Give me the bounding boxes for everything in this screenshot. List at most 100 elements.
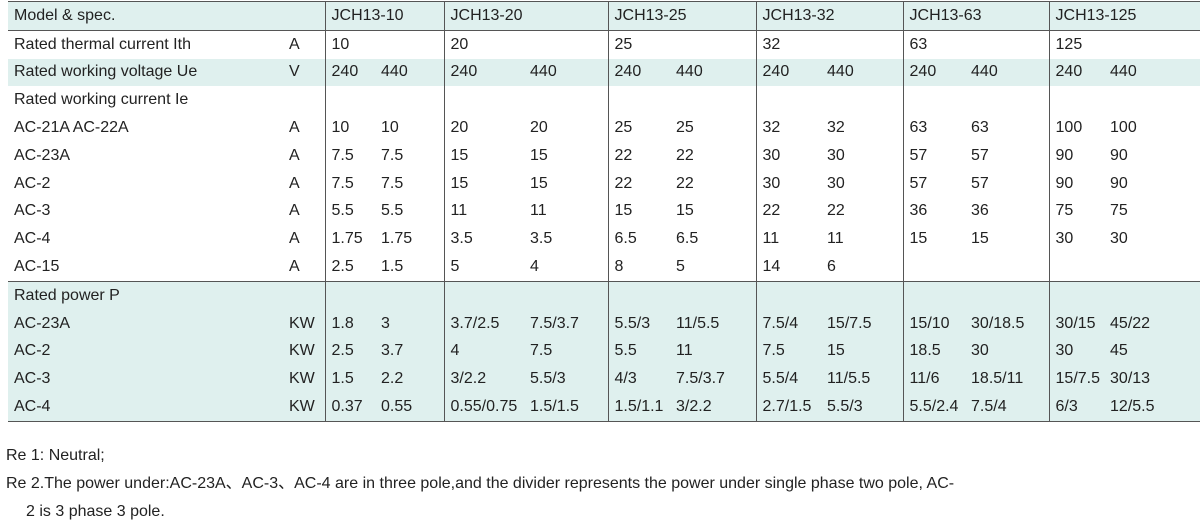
value-cell <box>902 253 966 282</box>
value-cell: 25 <box>607 114 671 142</box>
value-cell: 6.5 <box>607 225 671 254</box>
row-label: AC-2 <box>8 337 283 366</box>
row-label: AC-3 <box>8 365 283 394</box>
row-label: AC-4 <box>8 393 283 422</box>
current-title-row: Rated working current Ie <box>8 86 1200 115</box>
value-cell: 57 <box>971 174 989 192</box>
value-cell: 90 <box>1048 169 1105 198</box>
value-cell: 15 <box>902 225 966 254</box>
empty-cell <box>902 280 1050 310</box>
note-re1: Re 1: Neutral; <box>6 447 105 464</box>
value-cell: 440 <box>1104 58 1200 87</box>
value-cell: 45/22 <box>1104 309 1200 338</box>
value-cell: 11/5.5 <box>670 309 757 338</box>
value-cell: 1.75 <box>381 230 413 248</box>
value-cell: 440 <box>670 58 757 87</box>
power-row: AC-2 KW 2.5 3.7 4 7.5 5.5 11 7.5 15 18.5 30 30 45 <box>8 337 1200 366</box>
value-cell: 15 <box>530 174 548 192</box>
empty-cell <box>324 86 445 115</box>
value-cell: 5.5/2.4 <box>902 393 966 422</box>
value-cell: 1.5 <box>324 365 376 394</box>
value-cell: 0.55/0.75 <box>443 393 525 422</box>
value-cell: 22 <box>827 202 845 220</box>
empty-cell <box>607 86 757 115</box>
current-row: AC-3 A 5.5 5.5 11 11 15 15 22 22 36 36 75 75 <box>8 197 1200 226</box>
value-cell: 6 <box>827 258 836 276</box>
unit: A <box>289 258 300 276</box>
value-cell: 5.5/3 <box>524 365 609 394</box>
section-title: Rated power P <box>8 280 326 310</box>
value-cell: 5.5 <box>381 202 404 220</box>
value-cell: 6.5 <box>676 230 699 248</box>
value-cell: 90 <box>1048 141 1105 170</box>
row-label: AC-21A AC-22A <box>14 119 129 137</box>
current-row: AC-23A A 7.5 7.5 15 15 22 22 30 30 57 57 90 90 <box>8 141 1200 170</box>
value-cell: 20 <box>443 114 525 142</box>
value-cell: 7.5 <box>524 337 609 366</box>
value-cell: 20 <box>530 119 548 137</box>
value-cell: 15 <box>607 197 671 226</box>
header-label: Model & spec. <box>8 1 326 31</box>
empty-cell <box>443 280 609 310</box>
model-header: JCH13-25 <box>607 1 757 31</box>
value-cell: 30 <box>755 169 822 198</box>
value-cell: 10 <box>381 119 399 137</box>
value-cell: 57 <box>902 141 966 170</box>
value-cell: 240 <box>1048 58 1105 87</box>
value-cell: 10 <box>324 29 445 59</box>
value-cell: 5 <box>676 258 685 276</box>
value-cell: 3.7 <box>375 337 445 366</box>
current-row: AC-21A AC-22A A 10 10 20 20 25 25 32 32 63 63 100 100 <box>8 114 1200 142</box>
value-cell: 5.5/4 <box>755 365 822 394</box>
value-cell <box>1104 253 1200 281</box>
value-cell: 4 <box>530 258 539 276</box>
value-cell: 5.5 <box>607 337 671 366</box>
unit: A <box>289 146 300 164</box>
section-title: Rated working current Ie <box>14 91 189 109</box>
unit: A <box>283 29 326 59</box>
value-cell: 18.5/11 <box>965 365 1050 394</box>
value-cell: 30 <box>827 174 845 192</box>
note-re2-continued: 2 is 3 phase 3 pole. <box>26 503 165 520</box>
value-cell: 11 <box>670 337 757 366</box>
value-cell: 63 <box>902 114 966 142</box>
header-row: Model & spec. JCH13-10 JCH13-20 JCH13-25 JCH… <box>8 1 1200 31</box>
value-cell: 25 <box>607 29 757 59</box>
voltage-row: Rated working voltage Ue V 240 440 240 440 240… <box>8 58 1200 87</box>
value-cell: 15 <box>676 202 694 220</box>
value-cell <box>965 253 1049 281</box>
value-cell: 90 <box>1110 146 1128 164</box>
value-cell: 22 <box>607 169 671 198</box>
value-cell: 100 <box>1110 119 1137 137</box>
value-cell: 15 <box>443 141 525 170</box>
value-cell: 240 <box>755 58 822 87</box>
value-cell: 14 <box>755 253 822 282</box>
unit: A <box>289 119 300 137</box>
value-cell: 63 <box>971 119 989 137</box>
value-cell: 25 <box>676 119 694 137</box>
value-cell: 15 <box>821 337 904 366</box>
value-cell: 100 <box>1048 114 1105 142</box>
unit: A <box>289 202 300 220</box>
value-cell: 8 <box>607 253 671 282</box>
empty-cell <box>1048 280 1200 310</box>
empty-cell <box>755 86 904 115</box>
value-cell: 2.2 <box>375 365 445 394</box>
value-cell: 3/2.2 <box>670 393 757 422</box>
value-cell: 90 <box>1110 174 1128 192</box>
value-cell: 22 <box>755 197 822 226</box>
value-cell: 22 <box>607 141 671 170</box>
value-cell: 7.5 <box>755 337 822 366</box>
power-row: AC-3 KW 1.5 2.2 3/2.2 5.5/3 4/3 7.5/3.7 5.5/4 11/… <box>8 365 1200 394</box>
value-cell: 125 <box>1048 29 1200 59</box>
value-cell: 7.5/3.7 <box>670 365 757 394</box>
model-header: JCH13-125 <box>1048 1 1200 31</box>
spec-table-body: Model & spec. JCH13-10 JCH13-20 JCH13-25 JCH… <box>8 1 1200 422</box>
value-cell: 5.5/3 <box>607 309 671 338</box>
value-cell: 11/5.5 <box>821 365 904 394</box>
value-cell: 32 <box>755 29 904 59</box>
value-cell: 440 <box>375 58 445 87</box>
value-cell: 3.7/2.5 <box>443 309 525 338</box>
value-cell: 30 <box>1048 225 1105 254</box>
value-cell: 63 <box>902 29 1050 59</box>
